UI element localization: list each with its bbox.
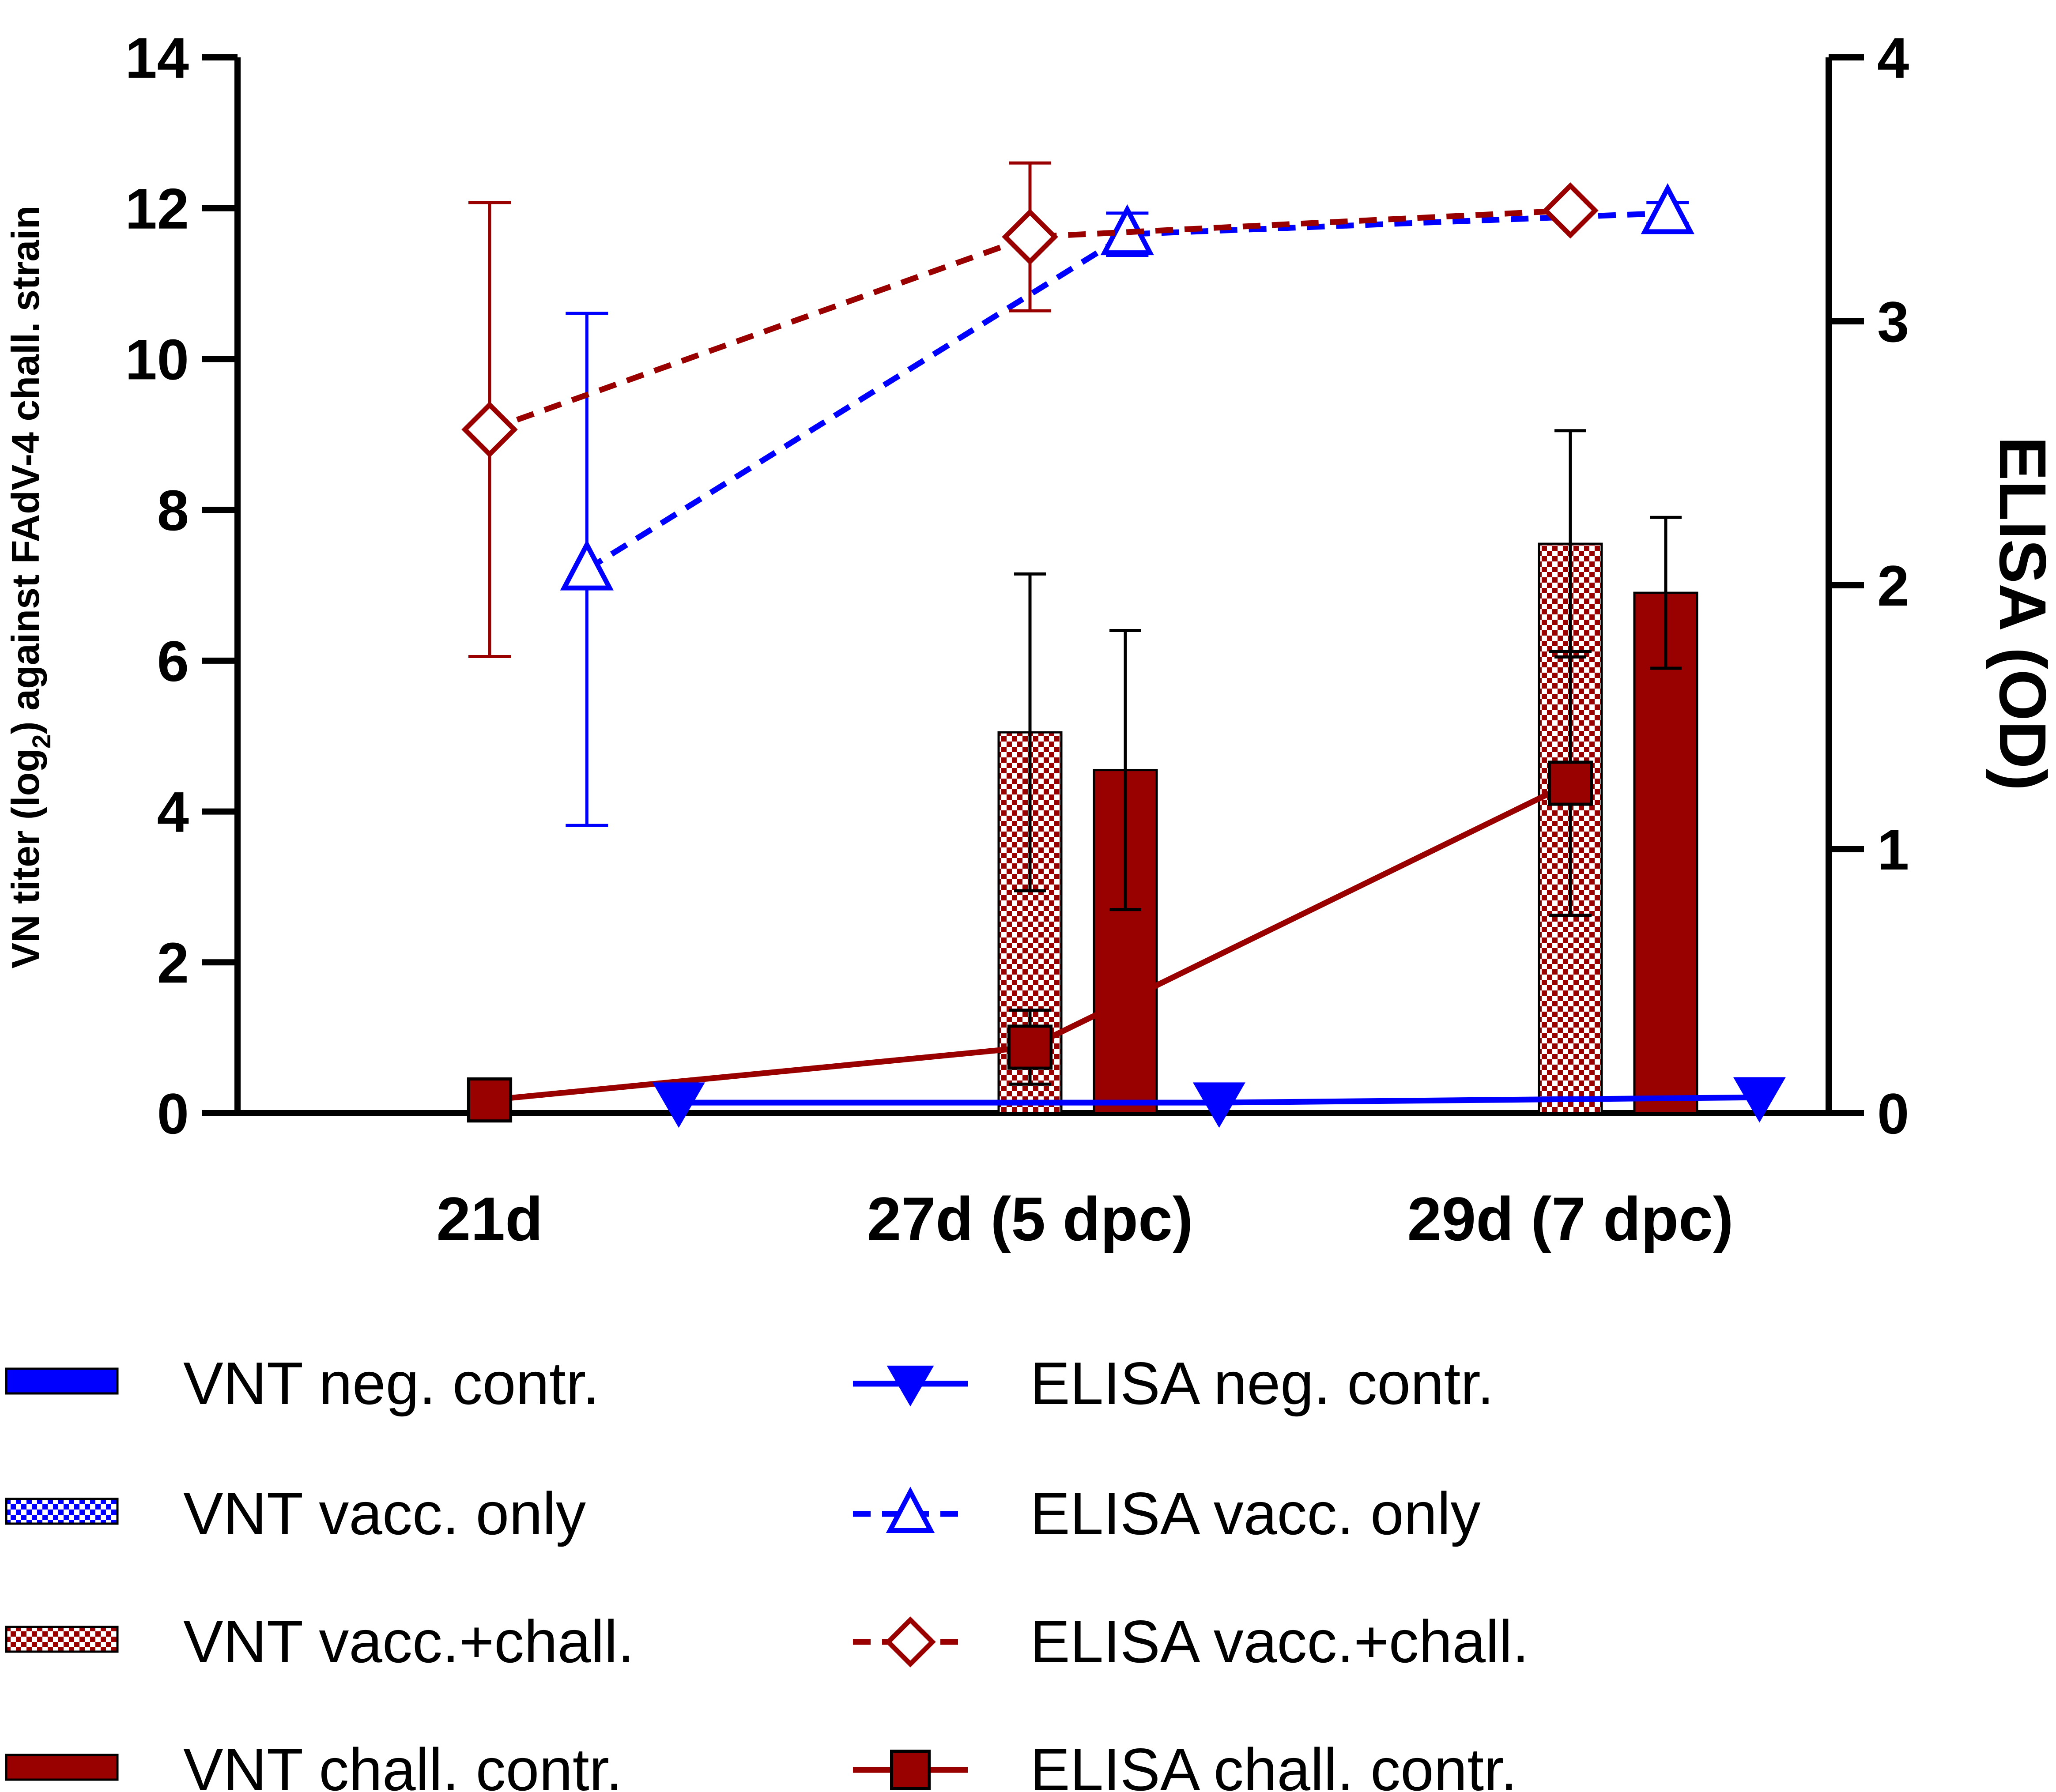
legend-marker-elisa-vacc-only: [886, 1487, 935, 1533]
line-elisa-vacc-only: [585, 210, 1668, 572]
point-elisa-neg-contr-2: [1733, 1077, 1786, 1123]
left-tick-label-4: 4: [157, 780, 189, 844]
point-elisa-vacc-chall-2: [1542, 182, 1599, 239]
x-category-label-29d-7-dpc: 29d (7 dpc): [1407, 1184, 1733, 1254]
x-category-label-21d: 21d: [436, 1184, 543, 1254]
line-elisa-vacc-chall: [488, 207, 1571, 433]
legend-label-elisa-neg-contr: ELISA neg. contr.: [1030, 1350, 1494, 1417]
legend-swatch-vnt-neg-contr: [5, 1367, 119, 1395]
left-tick-label-10: 10: [125, 327, 189, 392]
left-tick-label-6: 6: [157, 629, 189, 693]
lines-layer: [461, 161, 1786, 1128]
legend-label-vnt-chall-contr: VNT chall. contr.: [183, 1736, 622, 1792]
legend-swatch-vnt-vacc-only: [5, 1498, 119, 1525]
legend-label-vnt-neg-contr: VNT neg. contr.: [183, 1350, 599, 1417]
point-elisa-chall-contr-2: [1547, 760, 1593, 806]
point-elisa-vacc-only-2: [1641, 183, 1694, 234]
right-axis-title: ELISA (OD): [1986, 437, 2056, 791]
left-tick-label-8: 8: [157, 478, 189, 542]
right-tick-label-2: 2: [1877, 553, 1909, 618]
bar-vnt-chall-contr-2: [1633, 591, 1698, 1114]
left-tick-label-14: 14: [125, 26, 189, 90]
left-tick-label-12: 12: [125, 177, 189, 241]
legend-swatch-vnt-vacc-chall: [5, 1626, 119, 1653]
point-elisa-vacc-chall-1: [1002, 208, 1058, 265]
point-elisa-neg-contr-0: [652, 1082, 705, 1128]
legend-label-vnt-vacc-chall: VNT vacc.+chall.: [183, 1608, 634, 1675]
point-elisa-chall-contr-0: [467, 1077, 513, 1123]
point-elisa-neg-contr-1: [1192, 1082, 1245, 1128]
legend-swatch-vnt-chall-contr: [5, 1754, 119, 1781]
right-tick-label-4: 4: [1877, 26, 1909, 90]
left-axis-title: VN titer (log2) against FAdV-4 chall. st…: [4, 205, 56, 968]
right-tick-label-3: 3: [1877, 290, 1909, 354]
right-tick-label-1: 1: [1877, 817, 1909, 882]
left-tick-label-2: 2: [157, 930, 189, 995]
point-elisa-vacc-chall-0: [461, 401, 518, 458]
x-category-label-27d-5-dpc: 27d (5 dpc): [867, 1184, 1193, 1254]
legend-label-vnt-vacc-only: VNT vacc. only: [183, 1480, 586, 1547]
legend-marker-elisa-vacc-chall: [885, 1616, 936, 1668]
point-elisa-chall-contr-1: [1007, 1024, 1053, 1070]
point-elisa-vacc-only-0: [560, 539, 614, 591]
legend-marker-elisa-chall-contr: [890, 1750, 931, 1790]
legend: VNT neg. contr. VNT vacc. only VNT vacc.+c…: [5, 1350, 1529, 1792]
legend-marker-elisa-neg-contr: [887, 1366, 934, 1407]
left-tick-label-0: 0: [157, 1081, 189, 1146]
legend-label-elisa-vacc-only: ELISA vacc. only: [1030, 1480, 1481, 1547]
right-tick-label-0: 0: [1877, 1081, 1909, 1146]
legend-label-elisa-chall-contr: ELISA chall. contr.: [1030, 1736, 1517, 1792]
legend-label-elisa-vacc-chall: ELISA vacc.+chall.: [1030, 1608, 1529, 1675]
